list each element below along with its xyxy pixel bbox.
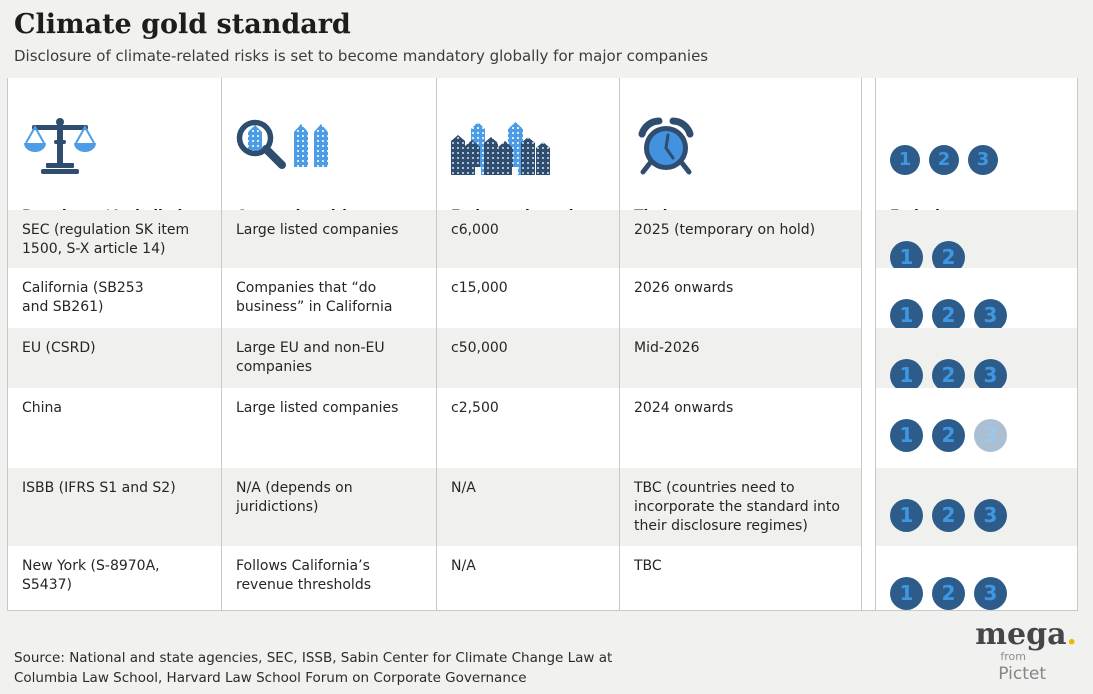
page-subtitle: Disclosure of climate-related risks is s… xyxy=(14,46,709,65)
logo-mega: mega. xyxy=(975,617,1077,652)
emission-scope-badges-icon: 1 2 3 xyxy=(890,115,1073,175)
cell-regulator: California (SB253 and SB261) xyxy=(7,268,222,328)
column-gap xyxy=(862,210,875,268)
cell-emission-scope: 1 2 xyxy=(875,210,1078,274)
column-gap xyxy=(862,268,875,328)
regulation-table: Regulator / Jurisdiction Covered entitie… xyxy=(7,78,1078,611)
source-text: Source: National and state agencies, SEC… xyxy=(14,650,613,687)
cell-covered-entities: Follows California’s revenue thresholds xyxy=(222,546,437,610)
magnifier-buildings-icon xyxy=(236,115,432,175)
scope-badge: 3 xyxy=(974,298,1007,332)
scope-badge: 1 xyxy=(890,298,923,332)
header-block: Climate gold standard Disclosure of clim… xyxy=(0,0,1093,65)
scope-badge: 1 xyxy=(890,358,923,392)
column-header-company-count: Estimated number of companies xyxy=(437,78,620,242)
cell-regulator: New York (S-8970A, S5437) xyxy=(7,546,222,610)
cell-covered-entities: Large listed companies xyxy=(222,388,437,468)
scope-badge: 2 xyxy=(932,576,965,610)
scope-badge: 2 xyxy=(932,298,965,332)
column-header-covered-entities: Covered entities xyxy=(222,78,437,224)
cell-regulator: SEC (regulation SK item 1500, S-X articl… xyxy=(7,210,222,268)
cell-company-count: N/A xyxy=(437,468,620,546)
column-gap xyxy=(862,388,875,468)
scope-badge: 1 xyxy=(890,144,920,175)
page-title: Climate gold standard xyxy=(14,9,351,40)
cell-emission-scope: 1 2 3 xyxy=(875,546,1078,610)
scope-badge: 1 xyxy=(890,576,923,610)
logo-pictet: Pictet xyxy=(998,664,1047,684)
column-gap xyxy=(862,546,875,610)
cell-timing: TBC xyxy=(620,546,862,610)
cell-timing: 2025 (temporary on hold) xyxy=(620,210,862,268)
logo-from: from xyxy=(1000,650,1026,663)
scales-of-justice-icon xyxy=(22,115,217,175)
scope-badge: 3 xyxy=(974,576,1007,610)
scope-badge: 2 xyxy=(932,498,965,532)
scope-badge: 3 xyxy=(974,498,1007,532)
cell-covered-entities: Large EU and non-EU companies xyxy=(222,328,437,388)
scope-badge: 1 xyxy=(890,418,923,452)
cell-emission-scope: 1 2 3 xyxy=(875,468,1078,546)
mega-pictet-logo: mega. from Pictet xyxy=(975,617,1077,685)
cell-timing: 2026 onwards xyxy=(620,268,862,328)
cell-covered-entities: Large listed companies xyxy=(222,210,437,268)
alarm-clock-icon xyxy=(634,115,857,175)
scope-badge: 2 xyxy=(932,358,965,392)
column-header-timing: Timing xyxy=(620,78,862,224)
scope-badge: 3 xyxy=(968,144,998,175)
cell-regulator: China xyxy=(7,388,222,468)
cell-company-count: c6,000 xyxy=(437,210,620,268)
column-header-regulator: Regulator / Jurisdiction xyxy=(7,78,222,224)
cell-emission-scope: 1 2 3 xyxy=(875,328,1078,392)
scope-badge: 1 xyxy=(890,498,923,532)
cell-timing: 2024 onwards xyxy=(620,388,862,468)
cell-company-count: N/A xyxy=(437,546,620,610)
column-gap xyxy=(862,78,875,210)
cell-emission-scope: 1 2 3 xyxy=(875,268,1078,332)
cell-covered-entities: N/A (depends on juridictions) xyxy=(222,468,437,546)
cell-covered-entities: Companies that “do business” in Californ… xyxy=(222,268,437,328)
cell-company-count: c50,000 xyxy=(437,328,620,388)
city-buildings-icon xyxy=(451,115,615,175)
column-gap xyxy=(862,468,875,546)
column-header-emission-scope: 1 2 3 Emission scope xyxy=(875,78,1078,224)
cell-company-count: c2,500 xyxy=(437,388,620,468)
scope-badge: 2 xyxy=(929,144,959,175)
cell-timing: Mid-2026 xyxy=(620,328,862,388)
column-gap xyxy=(862,328,875,388)
cell-regulator: EU (CSRD) xyxy=(7,328,222,388)
scope-badge: 2 xyxy=(932,418,965,452)
cell-company-count: c15,000 xyxy=(437,268,620,328)
logo-gold-dot: . xyxy=(1066,617,1077,652)
cell-emission-scope: 1 2 3 (3 for a smaller group of firms) xyxy=(875,388,1078,515)
scope-badge-faded: 3 xyxy=(974,418,1007,452)
cell-regulator: ISBB (IFRS S1 and S2) xyxy=(7,468,222,546)
scope-badge: 3 xyxy=(974,358,1007,392)
cell-timing: TBC (countries need to incorporate the s… xyxy=(620,468,862,546)
